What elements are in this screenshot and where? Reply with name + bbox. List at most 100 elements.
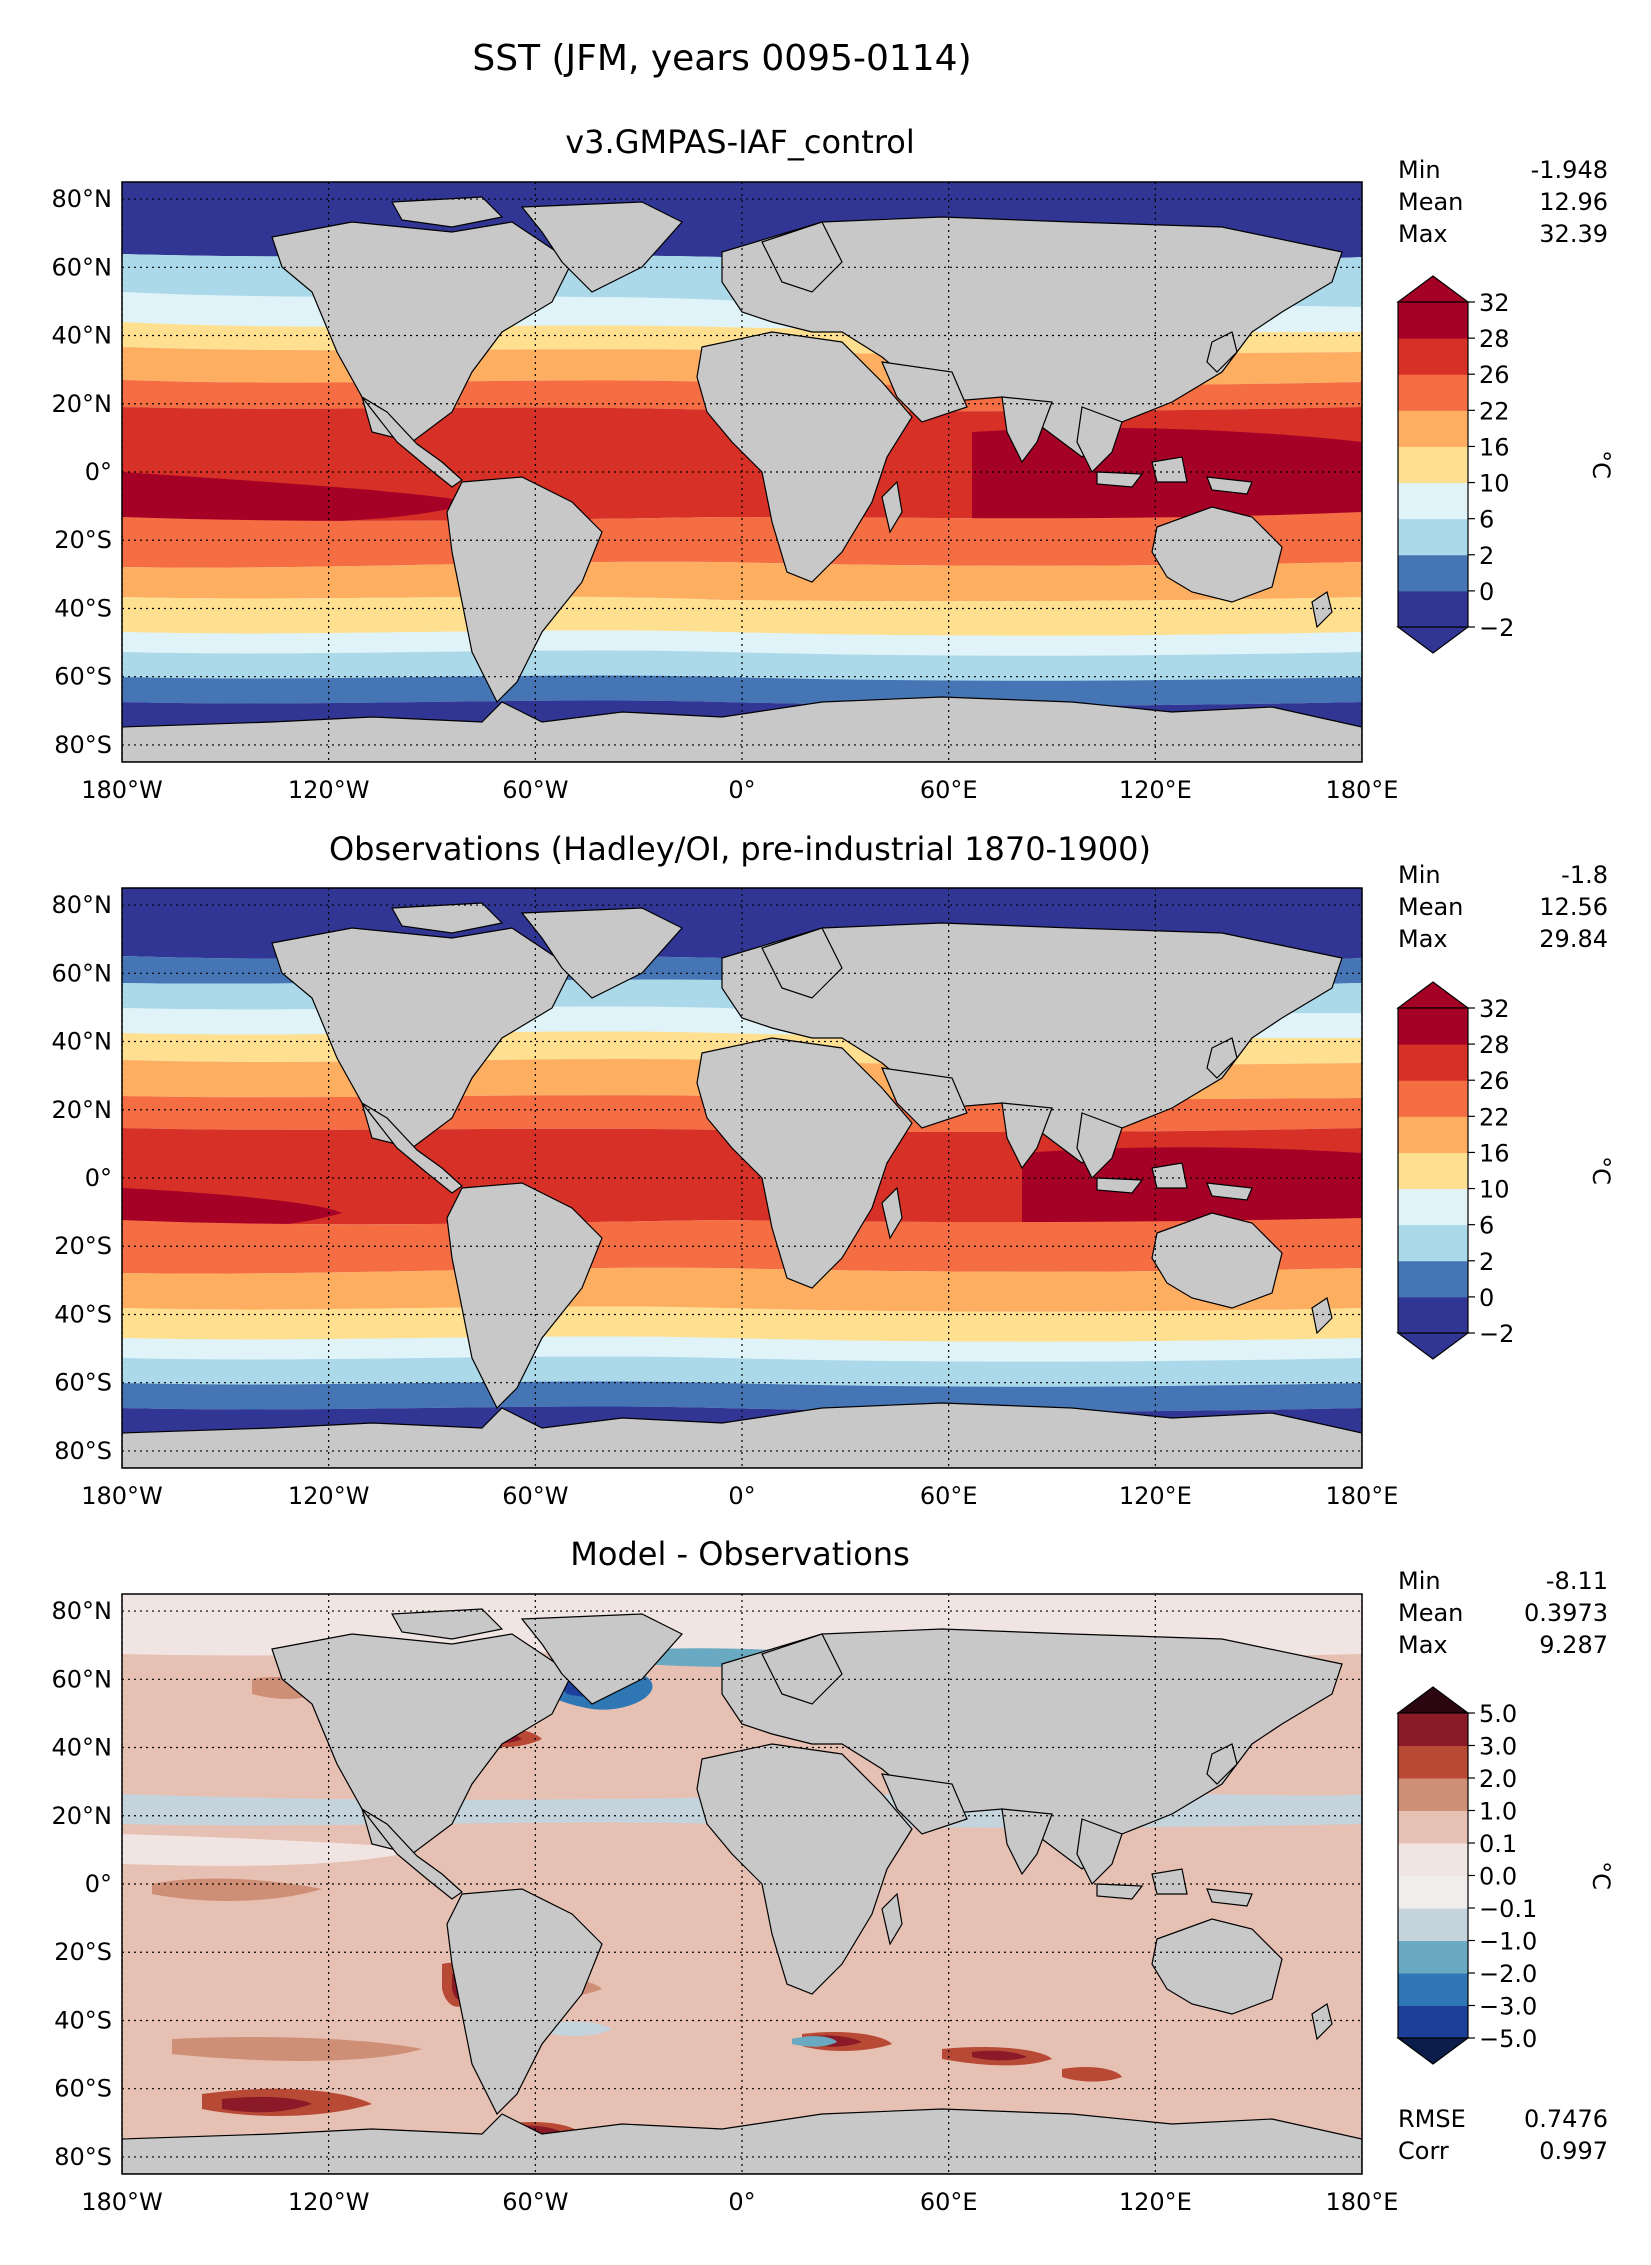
colorbar: −5.0 −3.0 −2.0 −1.0 −0.1 0.0 0.1 1.0 2.0 3.0 5.0 °C (1396, 1686, 1615, 2065)
colorbar-segment (1398, 1044, 1468, 1081)
colorbar-tick-label: 0.1 (1479, 1830, 1517, 1858)
y-ticks: 80°N 60°N 40°N 20°N 0° 20°S 40°S 60°S 80°S (52, 185, 113, 759)
x-tick-label: 180°E (1326, 776, 1399, 804)
colorbar-segment (1398, 1940, 1468, 1974)
colorbar-segment (1398, 1116, 1468, 1153)
colorbar-segment (1398, 518, 1468, 556)
colorbar-extend-min (1396, 626, 1470, 654)
colorbar-tick-label: 2 (1479, 542, 1494, 570)
stat-value-min: -1.8 (1561, 861, 1608, 889)
x-tick-label: 60°E (920, 776, 978, 804)
colorbar-extend-min (1396, 2037, 1470, 2065)
x-tick-label: 120°E (1119, 1482, 1192, 1510)
y-tick-label: 40°N (52, 1734, 113, 1762)
x-tick-label: 60°E (920, 1482, 978, 1510)
y-tick-label: 20°S (54, 1938, 112, 1966)
colorbar-tick-label: −5.0 (1479, 2025, 1537, 2053)
extra-stats: RMSE 0.7476 Corr 0.997 (1398, 2105, 1608, 2165)
colorbar-extend-min (1396, 1332, 1470, 1360)
y-tick-label: 60°S (54, 2075, 112, 2103)
colorbar-tick-label: 26 (1479, 361, 1510, 389)
colorbar-segment (1398, 1296, 1468, 1334)
colorbar-segment (1398, 410, 1468, 447)
colorbar-segment (1398, 554, 1468, 592)
colorbar-segment (1398, 1745, 1468, 1779)
colorbar-tick-label: 0 (1479, 1284, 1494, 1312)
colorbar-segment (1398, 1843, 1468, 1876)
stat-value-max: 29.84 (1539, 925, 1608, 953)
panel-difference: Model - Observations 180°W 120°W 60°W 0° 60°… (52, 1535, 1616, 2216)
colorbar-extend-max (1396, 1686, 1470, 1714)
colorbar-tick-label: 0 (1479, 578, 1494, 606)
stat-value-mean: 12.96 (1539, 188, 1608, 216)
y-tick-label: 80°N (52, 1597, 113, 1625)
colorbar-segment (1398, 482, 1468, 520)
colorbar-tick-label: 16 (1479, 433, 1510, 461)
y-ticks: 80°N 60°N 40°N 20°N 0° 20°S 40°S 60°S 80°S (52, 1597, 113, 2171)
map-frame (121, 1593, 1363, 2175)
colorbar-tick-label: −2 (1479, 1320, 1514, 1348)
x-ticks: 180°W 120°W 60°W 0° 60°E 120°E 180°E (81, 776, 1398, 804)
gridlines (121, 888, 1363, 1468)
stat-value-min: -8.11 (1546, 1567, 1608, 1595)
stat-value-max: 9.287 (1539, 1631, 1608, 1659)
map-frame (121, 181, 1363, 763)
y-tick-label: 40°N (52, 322, 113, 350)
map-frame (121, 887, 1363, 1469)
y-tick-label: 60°S (54, 663, 112, 691)
y-ticks: 80°N 60°N 40°N 20°N 0° 20°S 40°S 60°S 80°S (52, 891, 113, 1465)
colorbar-tick-label: −1.0 (1479, 1928, 1537, 1956)
colorbar-tick-label: −2 (1479, 614, 1514, 642)
panel-model: v3.GMPAS-IAF_control 180°W 120°W 60°W 0° 60°… (52, 123, 1616, 804)
x-tick-label: 180°E (1326, 1482, 1399, 1510)
colorbar-extend-max (1396, 981, 1470, 1009)
stats-box: Min -8.11 Mean 0.3973 Max 9.287 (1398, 1567, 1608, 1659)
y-tick-label: 20°N (52, 390, 113, 418)
x-tick-label: 120°E (1119, 2188, 1192, 2216)
x-tick-label: 0° (728, 1482, 755, 1510)
x-tick-label: 180°E (1326, 2188, 1399, 2216)
colorbar-frame (1397, 1007, 1469, 1334)
colorbar-segment (1398, 1224, 1468, 1262)
colorbar-tick-label: 6 (1479, 1212, 1494, 1240)
y-tick-label: 40°S (54, 1300, 112, 1328)
colorbar-tick-label: 0.0 (1479, 1863, 1517, 1891)
stat-label-max: Max (1398, 925, 1448, 953)
colorbar-extend-max (1396, 275, 1470, 303)
colorbar-tick-label: 10 (1479, 1176, 1510, 1204)
stat-label-min: Min (1398, 861, 1441, 889)
x-tick-label: 180°W (81, 1482, 163, 1510)
stat-label-mean: Mean (1398, 188, 1463, 216)
y-tick-label: 40°S (54, 2006, 112, 2034)
x-tick-label: 60°E (920, 2188, 978, 2216)
x-tick-label: 120°W (288, 776, 370, 804)
colorbar-unit-label: °C (1587, 1861, 1615, 1890)
x-tick-label: 60°W (502, 1482, 568, 1510)
map-area: 180°W 120°W 60°W 0° 60°E 120°E 180°E 80°N 60°N 4… (52, 181, 1398, 804)
figure-title: SST (JFM, years 0095-0114) (472, 38, 971, 79)
y-tick-label: 80°S (54, 1437, 112, 1465)
colorbar-tick-label: 22 (1479, 397, 1510, 425)
colorbar-tick-label: 3.0 (1479, 1733, 1517, 1761)
colorbar-segment (1398, 1008, 1468, 1045)
colorbar-segment (1398, 1908, 1468, 1941)
colorbar-tick-label: 1.0 (1479, 1798, 1517, 1826)
y-tick-label: 40°S (54, 594, 112, 622)
colorbar-segment (1398, 1713, 1468, 1746)
x-tick-label: 120°W (288, 1482, 370, 1510)
y-tick-label: 0° (85, 458, 112, 486)
stat-label-max: Max (1398, 220, 1448, 248)
y-tick-label: 20°S (54, 1232, 112, 1260)
x-tick-label: 0° (728, 2188, 755, 2216)
x-tick-label: 0° (728, 776, 755, 804)
colorbar-segment (1398, 1080, 1468, 1117)
y-tick-label: 0° (85, 1164, 112, 1192)
stats-box: Min -1.948 Mean 12.96 Max 32.39 (1398, 156, 1608, 248)
colorbar-unit-label: °C (1587, 450, 1615, 479)
x-ticks: 180°W 120°W 60°W 0° 60°E 120°E 180°E (81, 2188, 1398, 2216)
colorbar-unit-label: °C (1587, 1156, 1615, 1185)
stat-value-max: 32.39 (1539, 220, 1608, 248)
colorbar-tick-label: 16 (1479, 1139, 1510, 1167)
